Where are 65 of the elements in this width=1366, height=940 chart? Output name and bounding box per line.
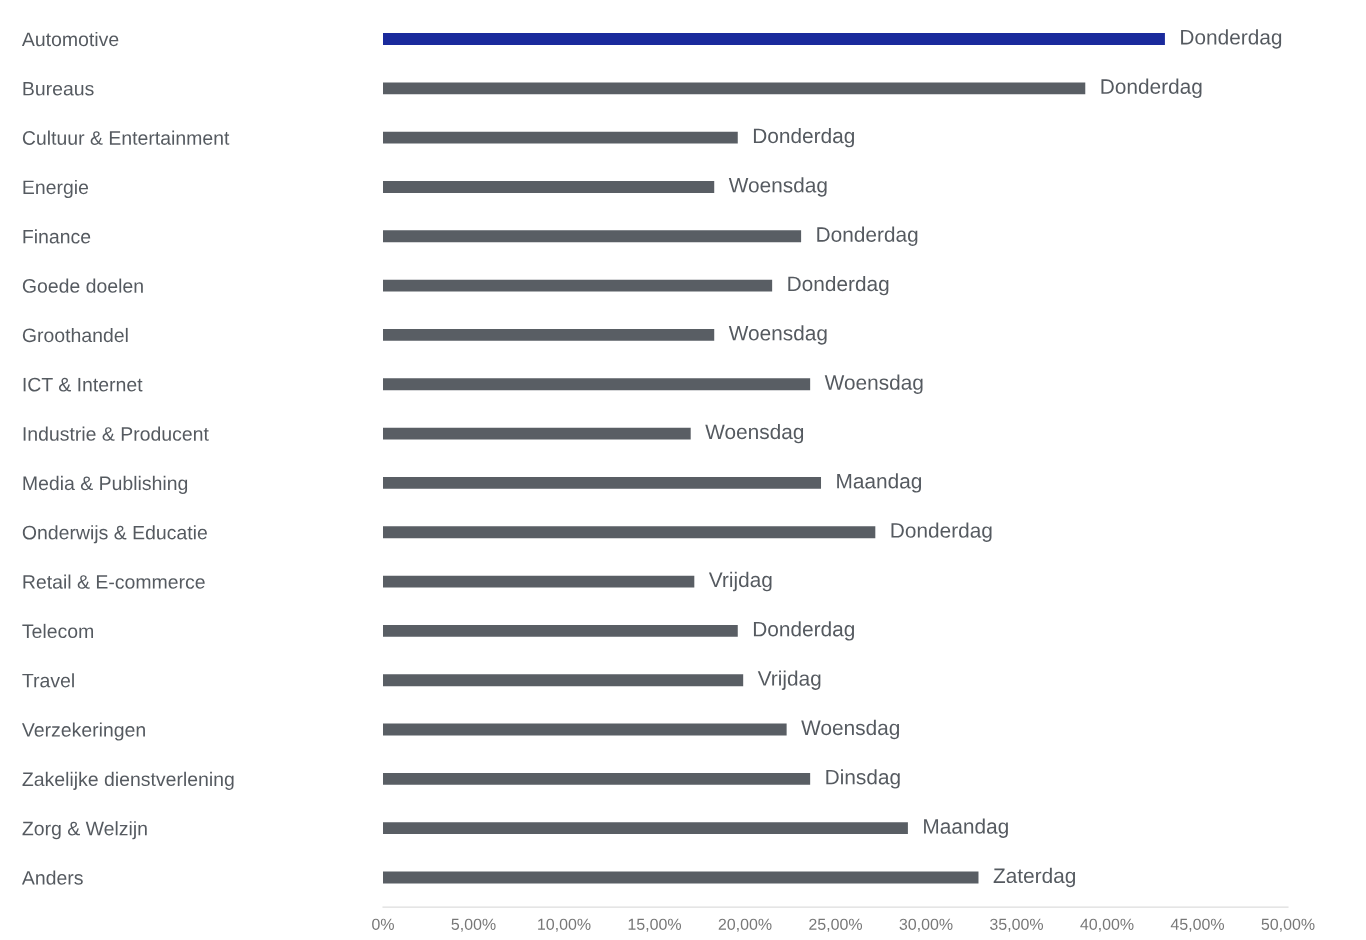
bar xyxy=(383,82,1086,95)
data-label: Vrijdag xyxy=(757,670,821,690)
bar xyxy=(383,427,691,440)
y-tick-label: Cultuur & Entertainment xyxy=(22,130,230,145)
x-tick-label: 5,00% xyxy=(451,918,496,932)
y-tick-label: Telecom xyxy=(22,623,93,639)
y-tick-label: Zakelijke dienstverlening xyxy=(22,771,234,790)
data-label: Woensdag xyxy=(728,325,827,345)
x-tick-label: 10,00% xyxy=(538,918,591,932)
data-label: Zaterdag xyxy=(993,867,1076,888)
data-label: Donderdag xyxy=(753,127,854,148)
data-label: Woensdag xyxy=(728,177,827,197)
bar xyxy=(383,772,811,785)
y-tick-label: Groothandel xyxy=(22,327,128,343)
x-tick-label: 0% xyxy=(372,918,394,930)
y-tick-label: Retail & E-commerce xyxy=(23,574,205,589)
bar xyxy=(383,279,773,292)
y-tick-label: Verzekeringen xyxy=(21,722,145,741)
data-label: Maandag xyxy=(837,473,922,493)
bar xyxy=(383,575,695,588)
bar xyxy=(383,181,715,193)
x-tick-label: 30,00% xyxy=(899,918,953,932)
data-label: Donderdag xyxy=(1181,29,1282,49)
bar xyxy=(383,230,802,243)
data-label: Woensdag xyxy=(705,423,804,444)
y-tick-label: Automotive xyxy=(21,31,119,47)
x-tick-label: 25,00% xyxy=(809,918,863,932)
y-tick-label: Anders xyxy=(21,870,83,885)
y-tick-label: Bureaus xyxy=(23,81,94,96)
y-tick-label: Goede doelen xyxy=(22,278,143,293)
bar xyxy=(383,674,744,687)
bar xyxy=(383,476,822,489)
bar xyxy=(383,822,908,835)
bar xyxy=(383,624,738,637)
data-label: Donderdag xyxy=(817,226,918,246)
y-tick-label: Travel xyxy=(22,673,74,688)
y-tick-label: ICT & Internet xyxy=(23,377,143,392)
x-tick-label: 35,00% xyxy=(990,918,1044,932)
bar xyxy=(383,378,811,391)
bar xyxy=(383,329,715,341)
bar xyxy=(383,871,979,884)
y-tick-label: Energie xyxy=(23,179,89,199)
data-label: Donderdag xyxy=(1101,78,1202,99)
data-label: Donderdag xyxy=(891,522,992,542)
bar xyxy=(383,526,876,539)
bar xyxy=(383,131,738,144)
y-tick-label: Media & Publishing xyxy=(23,475,188,494)
bar xyxy=(383,723,787,736)
x-tick-label: 20,00% xyxy=(718,918,772,932)
data-label: Woensdag xyxy=(801,719,899,740)
data-label: Donderdag xyxy=(788,275,889,296)
x-tick-label: 45,00% xyxy=(1170,918,1225,932)
x-tick-label: 15,00% xyxy=(628,918,682,932)
data-label: Dinsdag xyxy=(826,769,900,789)
data-label: Maandag xyxy=(924,818,1008,838)
data-label: Donderdag xyxy=(753,621,854,641)
data-label: Woensdag xyxy=(824,374,923,394)
bar xyxy=(383,33,1165,45)
x-tick-label: 50,00% xyxy=(1261,918,1315,932)
x-tick-label: 40,00% xyxy=(1080,918,1134,932)
y-tick-label: Zorg & Welzijn xyxy=(22,821,147,840)
data-label: Vrijdag xyxy=(708,571,772,592)
y-tick-label: Onderwijs & Educatie xyxy=(22,525,207,544)
y-tick-label: Finance xyxy=(23,229,91,244)
y-tick-label: Industrie & Producent xyxy=(23,426,209,441)
